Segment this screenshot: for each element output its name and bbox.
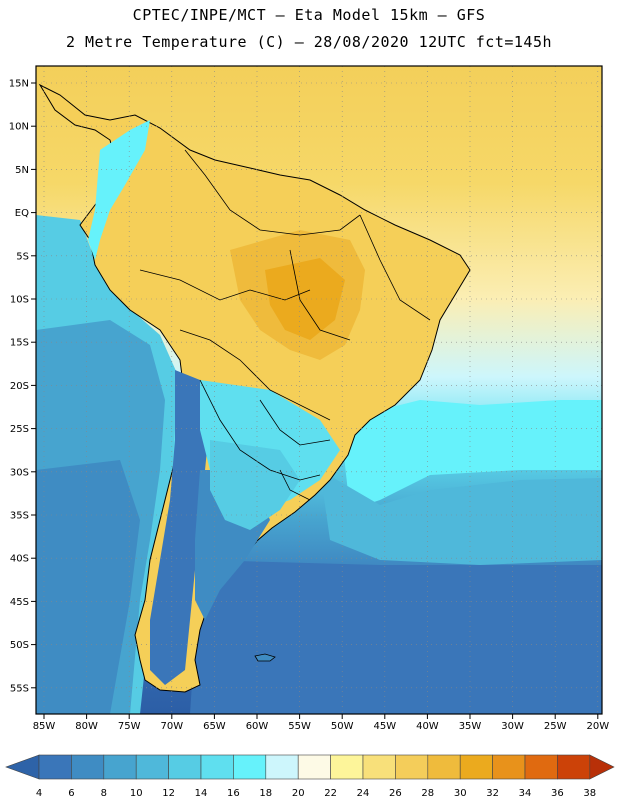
- lon-label: 80W: [75, 721, 98, 732]
- colorbar-tick-label: 14: [195, 788, 208, 799]
- falkland-islands: [254, 653, 276, 662]
- southern-ocean-cold: [190, 560, 602, 714]
- colorbar-segment: [265, 754, 299, 780]
- colorbar-segment: [459, 754, 493, 780]
- lon-label: 85W: [33, 721, 56, 732]
- lon-label: 40W: [416, 721, 439, 732]
- country-borders: [139, 149, 431, 501]
- lat-label: 15N: [9, 79, 29, 90]
- colorbar-tick-label: 32: [486, 788, 499, 799]
- lat-label: 45S: [10, 597, 29, 608]
- colorbar-segment: [362, 754, 396, 780]
- map-frame: [35, 65, 603, 715]
- lon-label: 75W: [118, 721, 141, 732]
- lat-label: 10N: [9, 122, 29, 133]
- colorbar-segment: [103, 754, 137, 780]
- colorbar-tick-label: 10: [130, 788, 143, 799]
- andes-cold-strip: [88, 120, 150, 260]
- lon-label: 55W: [288, 721, 311, 732]
- longitude-axis: 85W 80W 75W 70W 65W 60W 55W 50W 45W 40W 35W 30W 25W 2…: [33, 714, 609, 732]
- map-title-line2: 2 Metre Temperature (C) – 28/08/2020 12U…: [65, 33, 553, 51]
- lon-label: 30W: [501, 721, 524, 732]
- colorbar-tick-label: 6: [68, 788, 74, 799]
- colorbar-segment: [38, 754, 72, 780]
- lat-label: 25S: [10, 424, 29, 435]
- latitude-axis: 15N 10N 5N EQ 5S 10S 15S 20S 25S 30S 35S 40S 45S 50S 5…: [9, 79, 36, 694]
- colorbar-tick-label: 36: [551, 788, 564, 799]
- brazil-hottest-core: [265, 258, 345, 340]
- lon-label: 20W: [586, 721, 609, 732]
- atlantic-cold-water: [320, 470, 602, 565]
- colorbar-tick-label: 16: [227, 788, 240, 799]
- colorbar-tick-label: 18: [259, 788, 272, 799]
- lat-label: 20S: [10, 381, 29, 392]
- lon-label: 50W: [331, 721, 354, 732]
- lon-label: 70W: [160, 721, 183, 732]
- colorbar-tick-label: 38: [583, 788, 596, 799]
- colorbar-high-arrow: [589, 754, 615, 780]
- lat-label: 5N: [15, 165, 29, 176]
- colorbar-segment: [168, 754, 202, 780]
- colorbar-tick-label: 26: [389, 788, 402, 799]
- color-legend: 4 6 8 10 12 14 16 18 20 22 24 26 28 30 32 34 36 38: [5, 754, 615, 799]
- colorbar-tick-label: 30: [454, 788, 467, 799]
- colorbar-segment: [557, 754, 591, 780]
- colorbar-segment: [524, 754, 558, 780]
- argentina-cool: [210, 440, 300, 530]
- atlantic-cool-tongue: [340, 400, 602, 510]
- pacific-coldest-water: [36, 460, 140, 714]
- lon-label: 65W: [203, 721, 226, 732]
- colorbar-segment: [71, 754, 105, 780]
- colorbar-tick-label: 8: [101, 788, 107, 799]
- colorbar-segment: [297, 754, 331, 780]
- colorbar-tick-label: 24: [357, 788, 370, 799]
- colorbar-tick-label: 34: [519, 788, 532, 799]
- lat-label: 30S: [10, 467, 29, 478]
- lat-label: 50S: [10, 640, 29, 651]
- lat-label: 10S: [10, 295, 29, 306]
- colorbar-segment: [200, 754, 234, 780]
- colorbar-segment: [330, 754, 364, 780]
- lat-label: 55S: [10, 683, 29, 694]
- colorbar-segment: [427, 754, 461, 780]
- andes-south-cold: [150, 370, 210, 685]
- colorbar-low-arrow: [5, 754, 40, 780]
- lon-label: 45W: [373, 721, 396, 732]
- lat-label: 35S: [10, 511, 29, 522]
- colorbar-tick-label: 22: [324, 788, 337, 799]
- colorbar-segment: [492, 754, 526, 780]
- lon-label: 60W: [246, 721, 269, 732]
- lat-label: 5S: [16, 251, 29, 262]
- map-title-line1: CPTEC/INPE/MCT – Eta Model 15km – GFS: [132, 6, 486, 24]
- lat-label: 40S: [10, 554, 29, 565]
- colorbar-tick-label: 4: [36, 788, 42, 799]
- lat-label: EQ: [15, 208, 29, 219]
- colorbar-segment: [135, 754, 169, 780]
- colorbar-segment: [233, 754, 267, 780]
- lon-label: 25W: [544, 721, 567, 732]
- colorbar-tick-label: 20: [292, 788, 305, 799]
- lat-label: 15S: [10, 338, 29, 349]
- colorbar-tick-label: 12: [162, 788, 175, 799]
- map-gridlines: [36, 66, 602, 714]
- colorbar-segment: [395, 754, 429, 780]
- lon-label: 35W: [459, 721, 482, 732]
- colorbar-tick-label: 28: [421, 788, 434, 799]
